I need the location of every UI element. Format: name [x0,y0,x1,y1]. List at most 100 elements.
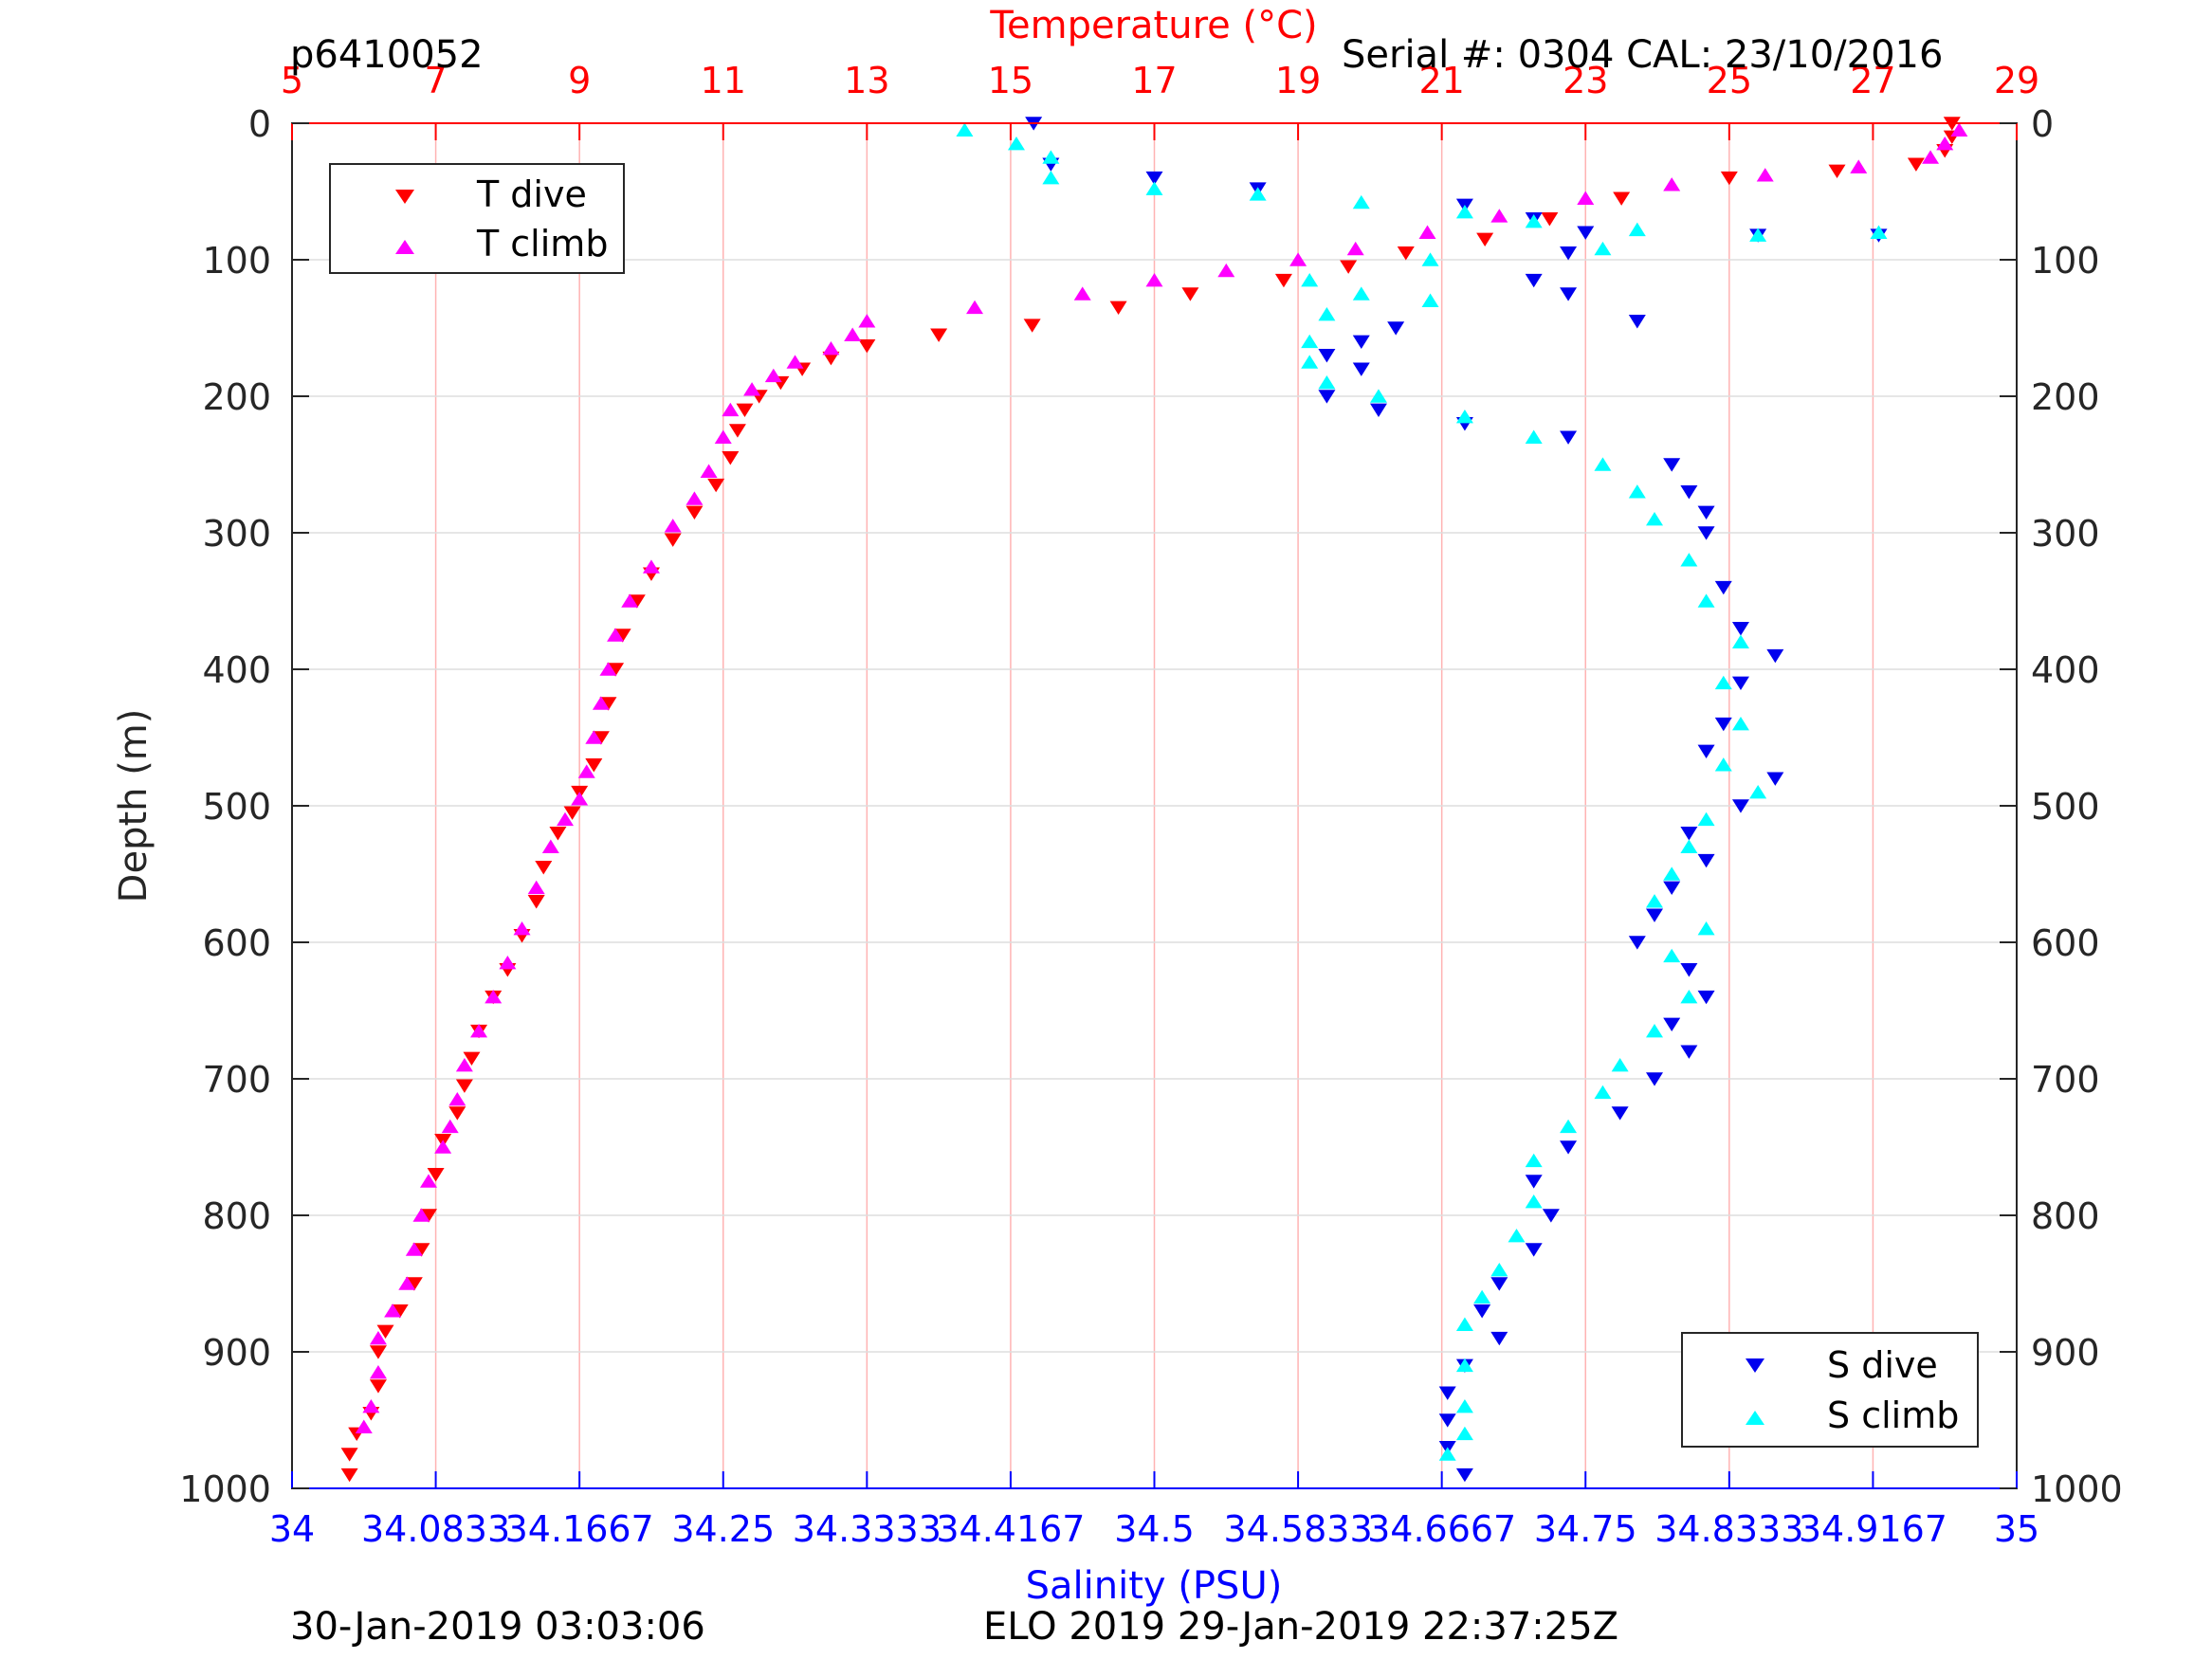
data-point [1663,1017,1681,1032]
data-point [700,464,718,478]
data-point [1249,187,1267,201]
data-point [642,559,660,574]
data-point [1714,717,1732,732]
temp-tick-label: 27 [1850,60,1895,101]
salinity-tick-label: 34 [269,1508,315,1550]
data-point [822,351,840,366]
data-point [1181,287,1199,301]
data-point [455,1079,473,1093]
data-point [628,594,646,609]
depth-tick-label-left: 700 [202,1059,271,1101]
data-point [1525,1175,1543,1189]
data-point [1274,273,1292,288]
data-point [714,429,732,444]
data-point [1042,150,1060,164]
data-point [1697,990,1715,1005]
footer-timestamp: 30-Jan-2019 03:03:06 [290,1605,705,1649]
data-point [384,1304,402,1318]
data-point [369,1345,387,1359]
data-point [1611,1057,1629,1072]
data-point [1438,1386,1456,1400]
data-point [1628,315,1646,329]
data-point [1680,553,1698,567]
profile-id: p6410052 [290,33,484,77]
data-point [470,1023,488,1038]
salinity-tick-label: 34.8333 [1654,1508,1803,1550]
depth-tick-label-right: 800 [2031,1195,2100,1237]
legend-salinity: S dive S climb [1681,1332,1979,1448]
data-point [1663,948,1681,963]
legend-s-dive-marker [1746,1358,1764,1373]
data-point [557,811,575,827]
temp-tick-label: 25 [1707,60,1752,101]
legend-t-dive-marker [395,190,414,204]
data-point [1318,306,1336,321]
data-point [1731,622,1749,636]
data-point [1042,170,1060,185]
data-point [405,1242,423,1256]
data-point [1663,881,1681,896]
data-point [1352,286,1370,301]
data-point [535,861,553,875]
data-point [1697,526,1715,540]
data-point [1594,457,1612,471]
data-point [1731,634,1749,648]
depth-tick-label-left: 400 [202,649,271,691]
data-point [1421,252,1439,266]
legend-t-dive-label: T dive [476,173,587,215]
data-point [822,340,840,356]
temp-tick-label: 21 [1418,60,1464,101]
temperature-axis-label: Temperature (°C) [989,4,1317,47]
salinity-tick-label: 34.4167 [936,1508,1085,1550]
data-point [858,338,876,354]
data-point [463,1051,481,1066]
data-point [1542,1209,1560,1223]
temp-tick-label: 29 [1994,60,2039,101]
data-point [1646,894,1664,908]
data-point [391,1304,409,1319]
data-point [764,368,782,383]
data-point [1346,241,1364,256]
data-point [1663,458,1681,472]
data-point [1646,511,1664,526]
data-point [585,730,603,744]
data-point [376,1324,394,1340]
salinity-axis-label: Salinity (PSU) [1026,1564,1283,1608]
data-point [1628,484,1646,499]
data-point [1301,334,1319,349]
data-point [722,402,740,417]
depth-tick-label-left: 1000 [179,1468,271,1510]
data-point [1766,772,1784,786]
grid-lines [291,122,2018,1489]
data-point [412,1243,430,1257]
data-point [527,880,545,895]
data-point [1749,228,1767,242]
salinity-tick-label: 34.9167 [1799,1508,1947,1550]
data-point [686,491,704,505]
salinity-tick-label: 34.75 [1534,1508,1637,1550]
data-point [1850,159,1868,173]
data-point [1109,301,1127,316]
data-point [1525,273,1543,288]
legend-s-climb-label: S climb [1827,1395,1959,1436]
depth-tick-label-left: 900 [202,1332,271,1374]
data-point [1611,1106,1629,1121]
data-point [664,519,682,533]
depth-tick-label-right: 400 [2031,649,2100,691]
data-point [1387,321,1405,336]
data-point [930,328,948,342]
data-point [1145,272,1163,287]
data-point [1870,225,1888,239]
data-point [1560,1140,1578,1155]
data-point [1525,1243,1543,1257]
data-point [1476,232,1494,247]
data-point [1301,355,1319,369]
data-point [1455,1468,1473,1483]
depth-tick-label-left: 100 [202,240,271,282]
data-point [1340,260,1358,274]
data-point [405,1277,423,1291]
temp-tick-label: 19 [1275,60,1321,101]
data-point [1766,648,1784,664]
temp-tick-label: 9 [568,60,591,101]
